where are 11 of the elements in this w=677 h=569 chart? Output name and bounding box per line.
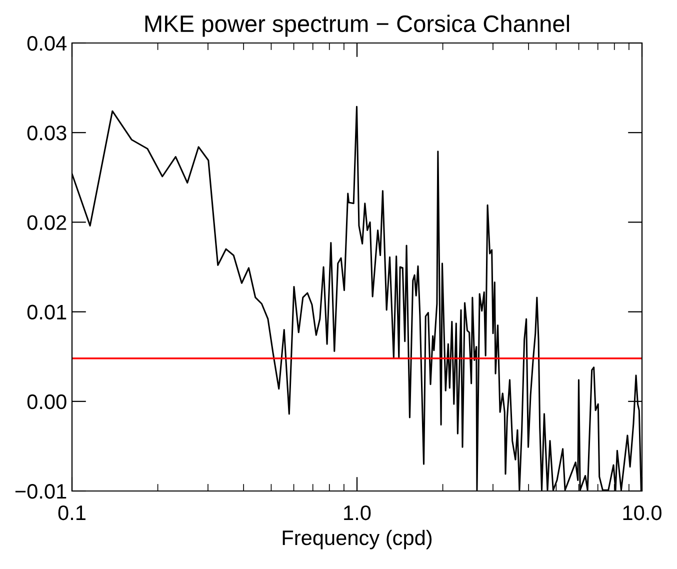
x-tick-label: 0.1 (58, 505, 86, 520)
x-axis-title: Frequency (cpd) (282, 530, 432, 550)
y-tick-label: 0.03 (27, 126, 66, 140)
y-tick-label: 0.04 (27, 36, 67, 51)
x-tick-label: 10.0 (623, 505, 662, 520)
chart-title: MKE power spectrum − Corsica Channel (145, 14, 570, 37)
y-tick-label: 0.00 (27, 394, 66, 410)
y-tick-label: −0.01 (15, 484, 66, 499)
x-tick-label: 1.0 (344, 505, 371, 520)
y-tick-label: 0.01 (27, 304, 66, 320)
y-tick-label: 0.02 (27, 215, 66, 230)
